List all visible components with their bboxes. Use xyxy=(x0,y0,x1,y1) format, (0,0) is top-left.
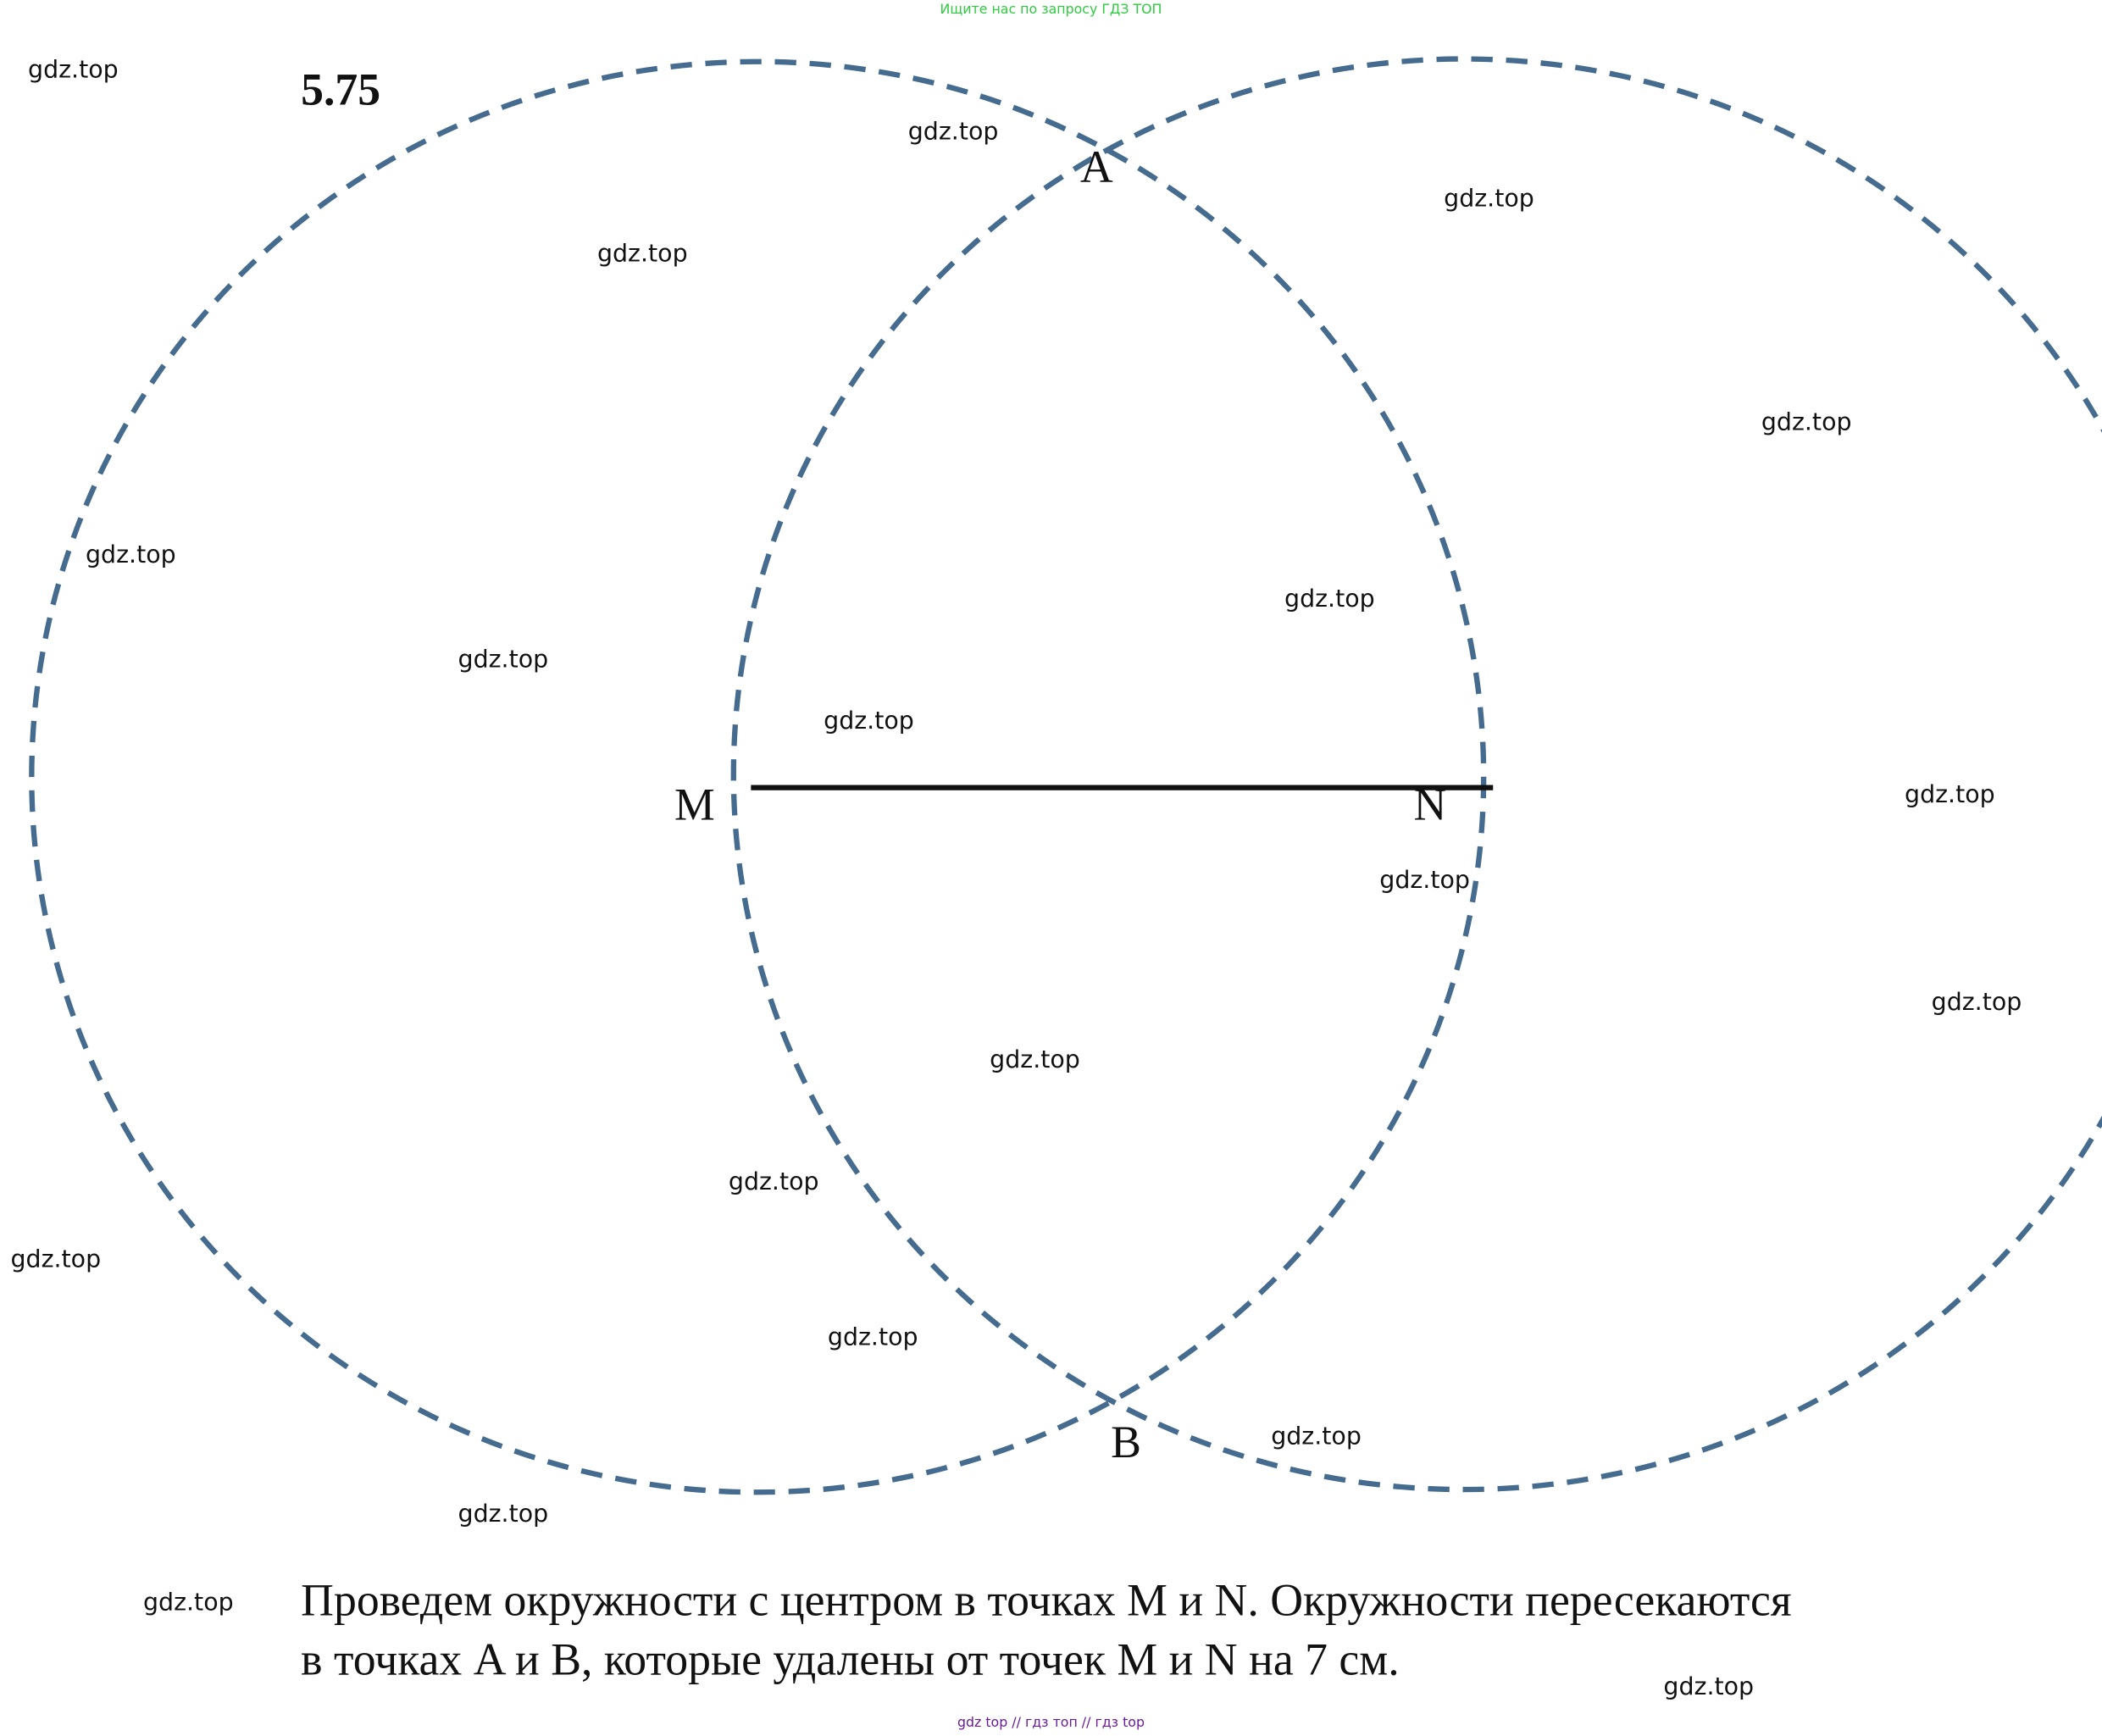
watermark: gdz.top xyxy=(1761,408,1852,436)
watermark: gdz.top xyxy=(1284,585,1375,613)
watermark: gdz.top xyxy=(990,1045,1080,1073)
point-label: N xyxy=(1414,779,1447,830)
watermark: gdz.top xyxy=(458,1500,549,1528)
watermark: gdz.top xyxy=(28,56,119,84)
explanation-line: Проведем окружности с центром в точках M… xyxy=(301,1575,1791,1626)
watermark: gdz.top xyxy=(908,117,999,145)
watermark: gdz.top xyxy=(597,239,688,267)
watermark: gdz.top xyxy=(10,1245,101,1273)
watermark: gdz.top xyxy=(729,1168,819,1195)
watermark: gdz.top xyxy=(458,645,549,673)
header-note: Ищите нас по запросу ГДЗ ТОП xyxy=(940,1,1162,17)
watermark: gdz.top xyxy=(1444,184,1534,212)
watermarks: gdz.top gdz.top gdz.top gdz.top gdz.top gdz.t… xyxy=(10,56,2022,1700)
watermark: gdz.top xyxy=(1932,988,2022,1016)
problem-number: 5.75 xyxy=(301,64,380,114)
watermark: gdz.top xyxy=(1663,1672,1754,1700)
point-label: M xyxy=(674,779,715,830)
watermark: gdz.top xyxy=(1379,866,1470,894)
watermark: gdz.top xyxy=(143,1588,234,1616)
watermark: gdz.top xyxy=(86,541,176,568)
circle-m xyxy=(29,58,1487,1495)
circle-n xyxy=(730,56,2102,1493)
explanation-line: в точках A и B, которые удалены от точек… xyxy=(301,1633,1400,1684)
footer: gdz top // гдз топ // гдз top xyxy=(957,1714,1145,1730)
watermark: gdz.top xyxy=(1905,780,1995,808)
watermark: gdz.top xyxy=(824,707,914,735)
point-label: A xyxy=(1080,141,1113,192)
point-label: B xyxy=(1111,1417,1141,1467)
watermark: gdz.top xyxy=(1271,1422,1362,1450)
watermark: gdz.top xyxy=(828,1323,918,1351)
